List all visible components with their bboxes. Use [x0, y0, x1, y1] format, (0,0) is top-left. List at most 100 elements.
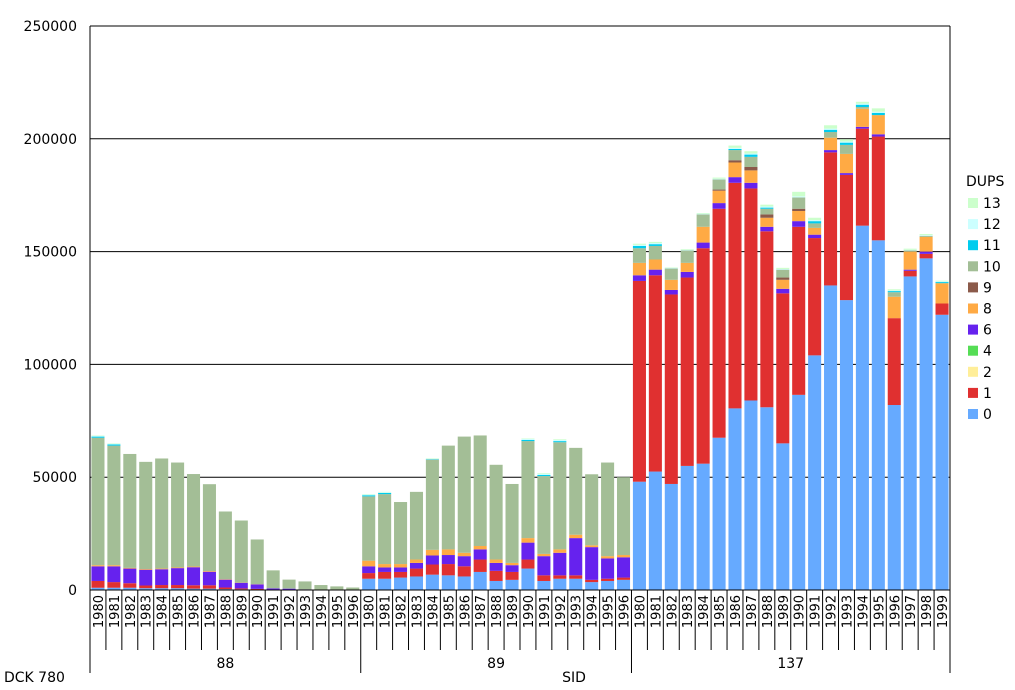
bar-segment-dups-0	[521, 568, 535, 590]
bar-segment-dups-13	[887, 289, 901, 291]
bar-segment-dups-11	[728, 148, 742, 151]
bar-segment-dups-10	[314, 585, 328, 590]
legend-swatch	[968, 240, 978, 251]
bar-segment-dups-6	[728, 177, 742, 183]
bar-segment-dups-10	[425, 459, 439, 550]
bar-segment-dups-0	[808, 355, 822, 590]
bar-segment-dups-8	[919, 236, 933, 252]
bar-segment-dups-1	[123, 583, 137, 588]
bar-segment-dups-6	[871, 134, 885, 137]
legend-label: 12	[983, 217, 1001, 233]
bar-segment-dups-13	[648, 241, 662, 244]
x-tick-label: 1986	[729, 595, 744, 628]
legend-swatch	[968, 198, 978, 208]
legend-label: 8	[983, 302, 992, 318]
bar-segment-dups-12	[696, 213, 710, 215]
bar-segment-dups-11	[760, 207, 774, 209]
legend-label: 1	[983, 386, 992, 402]
bar-segment-dups-10	[616, 477, 631, 556]
bar-segment-dups-0	[601, 580, 615, 590]
bar-segment-dups-12	[632, 244, 646, 246]
bar-segment-dups-10	[728, 150, 742, 161]
bar-segment-dups-12	[648, 243, 662, 245]
bar-segment-dups-8	[91, 565, 105, 567]
bar-segment-dups-8	[935, 283, 949, 304]
bar-segment-dups-12	[744, 153, 758, 155]
bar-segment-dups-8	[553, 549, 567, 553]
bar-segment-dups-10	[744, 156, 758, 167]
bar-segment-dups-11	[537, 474, 551, 477]
y-tick-label: 0	[68, 583, 77, 599]
bar-segment-dups-10	[664, 268, 678, 280]
bar-segment-dups-12	[903, 249, 917, 251]
bar-segment-dups-1	[171, 585, 185, 589]
x-tick-label: 1988	[219, 595, 234, 628]
bar-segment-dups-10	[378, 494, 392, 565]
bar-segment-dups-10	[346, 587, 360, 590]
bar-segment-dups-0	[441, 575, 455, 590]
bar-segment-dups-12	[537, 473, 551, 475]
bar-segment-dups-0	[457, 576, 471, 590]
bar-segment-dups-1	[553, 575, 567, 579]
bar-segment-dups-1	[601, 578, 615, 581]
legend-swatch	[968, 409, 978, 419]
y-tick-label: 100000	[24, 357, 77, 373]
bar-segment-dups-10	[250, 539, 264, 585]
bar-segment-dups-12	[855, 103, 869, 105]
x-tick-label: 1999	[936, 595, 951, 628]
corner-label: DCK 780	[4, 670, 65, 686]
bar-segment-dups-1	[664, 294, 678, 484]
bar-segment-dups-0	[664, 483, 678, 590]
legend-swatch	[968, 282, 978, 293]
bar-segment-dups-10	[903, 250, 917, 252]
bar-segment-dups-0	[155, 588, 169, 590]
bar-segment-dups-1	[473, 559, 487, 572]
bar-segment-dups-0	[919, 258, 933, 590]
bar-segment-dups-0	[585, 582, 599, 590]
bar-segment-dups-6	[839, 173, 854, 175]
bar-segment-dups-8	[521, 538, 535, 543]
bar-segment-dups-10	[601, 462, 615, 557]
bar-segment-dups-6	[218, 579, 232, 588]
bar-segment-dups-12	[378, 492, 392, 493]
y-tick-label: 50000	[32, 470, 77, 486]
bar-segment-dups-6	[632, 275, 646, 281]
bar-segment-dups-13	[871, 108, 885, 112]
bar-segment-dups-6	[489, 562, 503, 571]
bar-segment-dups-1	[808, 238, 822, 356]
bar-segment-dups-6	[585, 547, 599, 580]
bar-segment-dups-1	[616, 577, 631, 580]
bar-segment-dups-6	[378, 567, 392, 572]
bar-segment-dups-8	[792, 210, 806, 222]
bar-segment-dups-12	[871, 111, 885, 113]
bar-segment-dups-0	[171, 588, 185, 590]
bar-segment-dups-1	[760, 231, 774, 408]
bar-segment-dups-1	[696, 248, 710, 464]
axes	[89, 25, 951, 673]
bar-segment-dups-10	[696, 214, 710, 227]
x-tick-label: 1991	[538, 595, 553, 628]
bar-segment-dups-10	[282, 579, 296, 589]
x-tick-label: 1996	[618, 595, 633, 628]
bar-segment-dups-10	[202, 484, 216, 572]
bar-segment-dups-1	[537, 575, 551, 581]
bar-segment-dups-1	[139, 585, 153, 589]
bar-segment-dups-10	[394, 502, 408, 565]
bar-segment-dups-6	[569, 538, 583, 576]
x-tick-label: 1981	[379, 595, 394, 628]
bar-segment-dups-1	[409, 568, 424, 577]
legend-label: 6	[983, 323, 992, 339]
bar-segment-dups-0	[903, 276, 917, 590]
bar-segment-dups-8	[378, 564, 392, 568]
bar-segment-dups-11	[887, 291, 901, 293]
bar-segment-dups-8	[171, 567, 185, 569]
bar-segment-dups-6	[91, 566, 105, 581]
bar-segment-dups-10	[521, 441, 535, 539]
bar-segment-dups-6	[824, 150, 838, 153]
legend-label: 11	[983, 238, 1001, 254]
x-tick-label: 1982	[395, 595, 410, 628]
bar-segment-dups-10	[648, 245, 662, 260]
bar-segment-dups-13	[712, 177, 726, 179]
bar-segment-dups-8	[441, 549, 455, 556]
